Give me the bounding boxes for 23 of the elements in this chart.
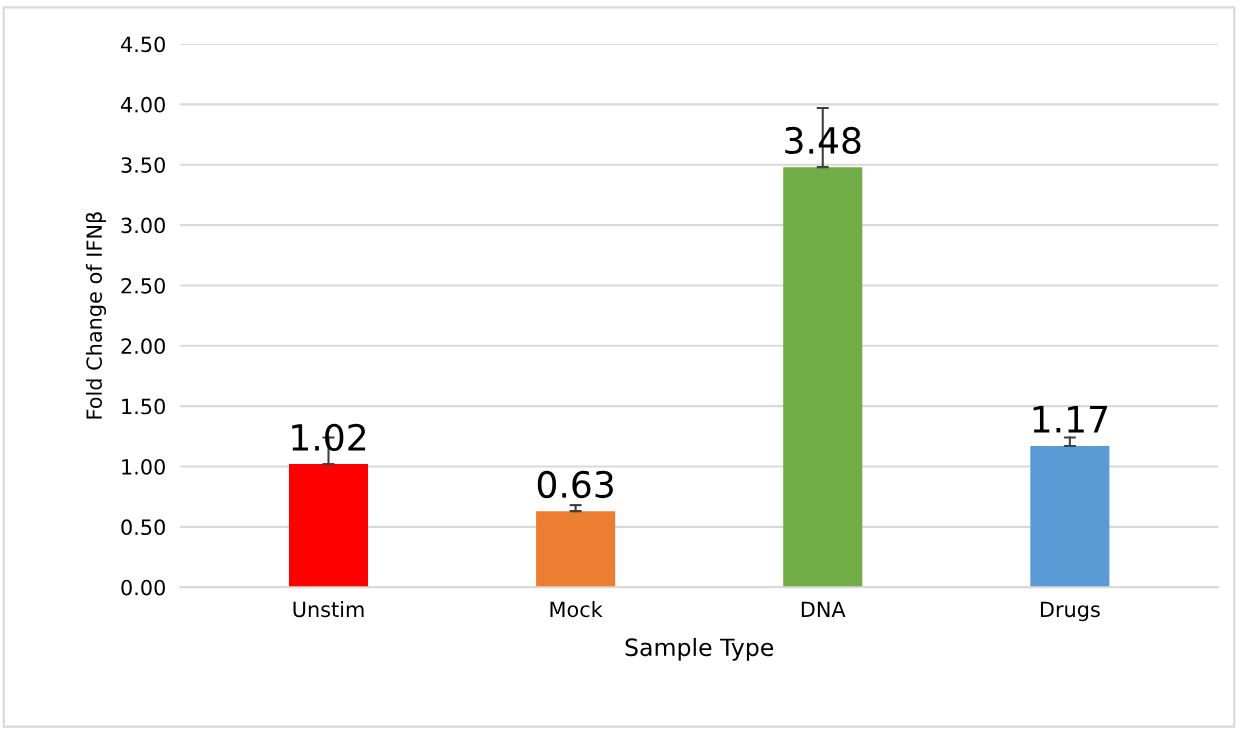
x-axis-title: Sample Type <box>625 637 774 661</box>
y-tick-label: 0.50 <box>121 519 165 536</box>
y-axis-title: Fold Change of IFNβ <box>85 212 107 419</box>
bar <box>783 167 863 588</box>
bar <box>1030 445 1110 588</box>
y-tick-label: 2.50 <box>121 277 165 294</box>
y-tick-label: 0.00 <box>121 579 165 596</box>
data-label: 0.63 <box>537 470 613 499</box>
y-tick-label: 4.00 <box>120 96 165 113</box>
x-tick-label: Unstim <box>293 601 364 618</box>
x-tick-label: Drugs <box>1040 601 1100 622</box>
bar <box>288 464 369 588</box>
x-tick-label: Mock <box>550 601 603 618</box>
y-tick-label: 2.00 <box>121 338 165 355</box>
x-tick-label: DNA <box>801 601 846 617</box>
y-tick-label: 1.00 <box>122 458 165 475</box>
y-tick-label: 3.50 <box>121 157 165 173</box>
y-tick-label: 4.50 <box>120 36 165 53</box>
data-label: 1.02 <box>292 423 366 452</box>
y-tick-label: 1.50 <box>122 398 165 415</box>
bar <box>536 511 616 588</box>
data-label: 1.17 <box>1033 406 1107 433</box>
y-tick-label: 3.00 <box>121 217 165 234</box>
